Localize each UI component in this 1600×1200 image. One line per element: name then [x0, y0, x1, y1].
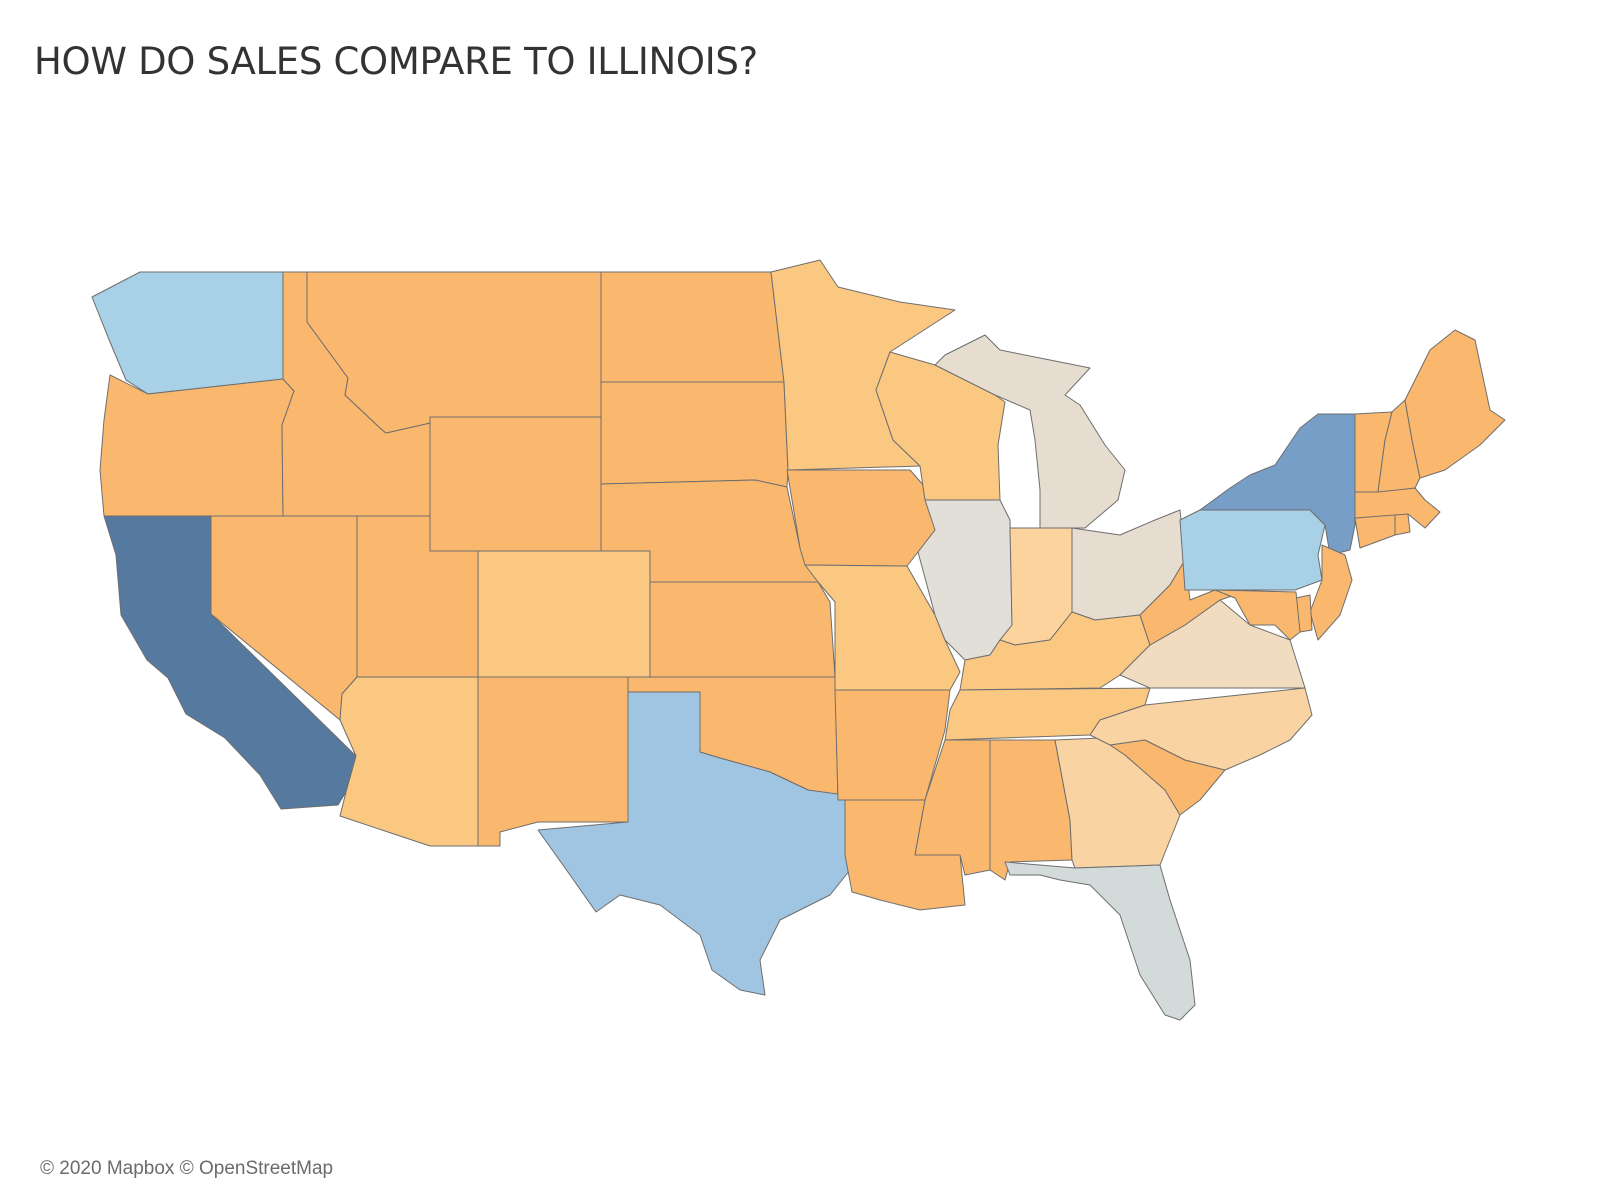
state-rhode-island[interactable] [1394, 513, 1411, 536]
state-wyoming[interactable] [429, 416, 602, 552]
state-new-jersey[interactable] [1309, 544, 1353, 641]
state-colorado[interactable] [477, 550, 651, 678]
state-california[interactable] [103, 515, 357, 810]
state-michigan[interactable] [934, 334, 1126, 529]
state-oregon[interactable] [99, 374, 295, 517]
state-washington[interactable] [91, 271, 284, 395]
map-attribution: © 2020 Mapbox © OpenStreetMap [40, 1158, 334, 1179]
state-south-dakota[interactable] [600, 381, 789, 488]
state-wisconsin[interactable] [875, 351, 1006, 501]
state-north-dakota[interactable] [600, 271, 785, 383]
state-north-carolina[interactable] [1089, 687, 1313, 771]
state-arizona[interactable] [339, 676, 479, 847]
state-connecticut[interactable] [1354, 513, 1396, 549]
states-layer [91, 259, 1506, 1021]
page-title: HOW DO SALES COMPARE TO ILLINOIS? [34, 40, 758, 83]
state-kansas[interactable] [649, 581, 836, 678]
state-maine[interactable] [1404, 329, 1506, 479]
state-massachusetts[interactable] [1354, 487, 1441, 529]
state-pennsylvania[interactable] [1179, 509, 1326, 591]
state-maryland[interactable] [1214, 589, 1301, 641]
state-missouri[interactable] [804, 564, 961, 691]
state-texas[interactable] [537, 691, 851, 996]
state-iowa[interactable] [786, 469, 936, 567]
state-new-mexico[interactable] [477, 676, 629, 847]
state-florida[interactable] [1004, 861, 1196, 1021]
